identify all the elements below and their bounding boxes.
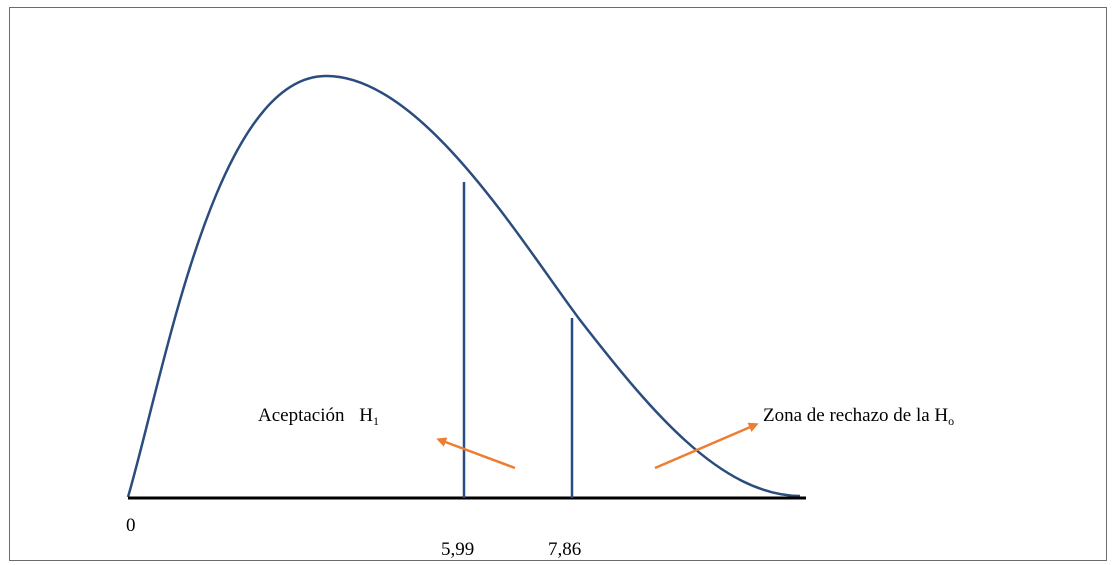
distribution-curve bbox=[126, 74, 801, 498]
acceptance-text: Aceptación bbox=[258, 405, 345, 426]
acceptance-hypothesis: H bbox=[359, 405, 373, 426]
tick-label-7-86: 7,86 bbox=[548, 539, 581, 560]
acceptance-arrow bbox=[436, 437, 516, 470]
rejection-label: Zona de rechazo de la Ho bbox=[763, 405, 954, 428]
origin-label: 0 bbox=[126, 515, 136, 536]
rejection-text: Zona de rechazo de la H bbox=[763, 405, 948, 426]
rejection-arrow bbox=[654, 422, 759, 470]
acceptance-subscript: 1 bbox=[373, 414, 379, 428]
acceptance-label: Aceptación H1 bbox=[258, 405, 379, 428]
rejection-subscript: o bbox=[948, 414, 954, 428]
tick-label-5-99: 5,99 bbox=[441, 539, 474, 560]
figure-frame bbox=[9, 7, 1107, 561]
